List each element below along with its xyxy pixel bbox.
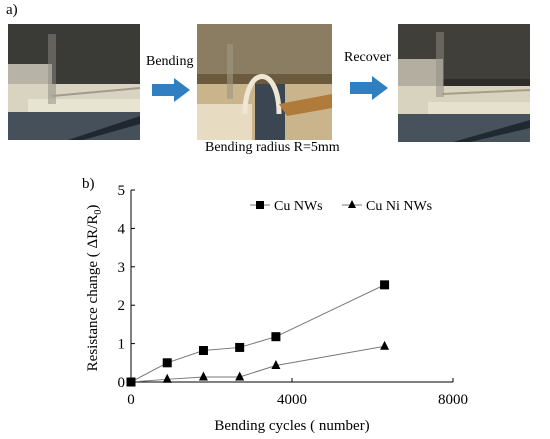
data-point-square (380, 280, 390, 290)
data-point-triangle (162, 373, 172, 383)
y-tick-label: 0 (118, 375, 126, 391)
series-line (130, 345, 385, 383)
y-tick-label: 5 (118, 183, 126, 199)
panel-a-label: a) (6, 2, 18, 18)
data-point-triangle (126, 376, 136, 386)
chart-axes: 0 1 2 3 4 5 0 4000 8000 (118, 183, 469, 408)
photo-bent-state (197, 24, 332, 140)
chart-markers (126, 280, 390, 387)
chart-legend: Cu NWs Cu Ni NWs (250, 199, 432, 214)
y-tick-label: 2 (118, 298, 126, 314)
data-point-square (162, 358, 172, 368)
legend-marker (256, 201, 264, 209)
legend-marker (348, 200, 356, 208)
photo-initial-state (8, 24, 140, 140)
panel-b-label: b) (82, 176, 95, 192)
x-tick-label: 8000 (438, 392, 468, 408)
chart-lines (130, 284, 385, 383)
x-axis-label: Bending cycles ( number) (214, 418, 369, 434)
bending-arrow-icon (152, 78, 190, 107)
data-point-square (198, 346, 208, 356)
bending-radius-caption: Bending radius R=5mm (205, 140, 340, 155)
data-point-square (235, 342, 245, 352)
recover-arrow-icon (350, 76, 388, 105)
photo-recovered-state (398, 24, 530, 142)
bending-step-label: Bending (146, 54, 194, 69)
data-point-triangle (380, 340, 390, 350)
y-tick-label: 1 (118, 337, 126, 353)
y-tick-label: 3 (118, 260, 126, 276)
data-point-triangle (198, 371, 208, 381)
series-line (130, 284, 385, 383)
y-axis-label: Resistance change ( ΔR/R0) (85, 205, 104, 372)
data-point-triangle (271, 359, 281, 369)
legend-label: Cu Ni NWs (366, 199, 432, 214)
y-tick-label: 4 (118, 221, 126, 237)
x-tick-label: 4000 (277, 392, 307, 408)
data-point-square (271, 332, 281, 342)
x-tick-label: 0 (127, 392, 135, 408)
data-point-triangle (235, 371, 245, 381)
recover-step-label: Recover (344, 50, 391, 65)
legend-label: Cu NWs (274, 199, 323, 214)
